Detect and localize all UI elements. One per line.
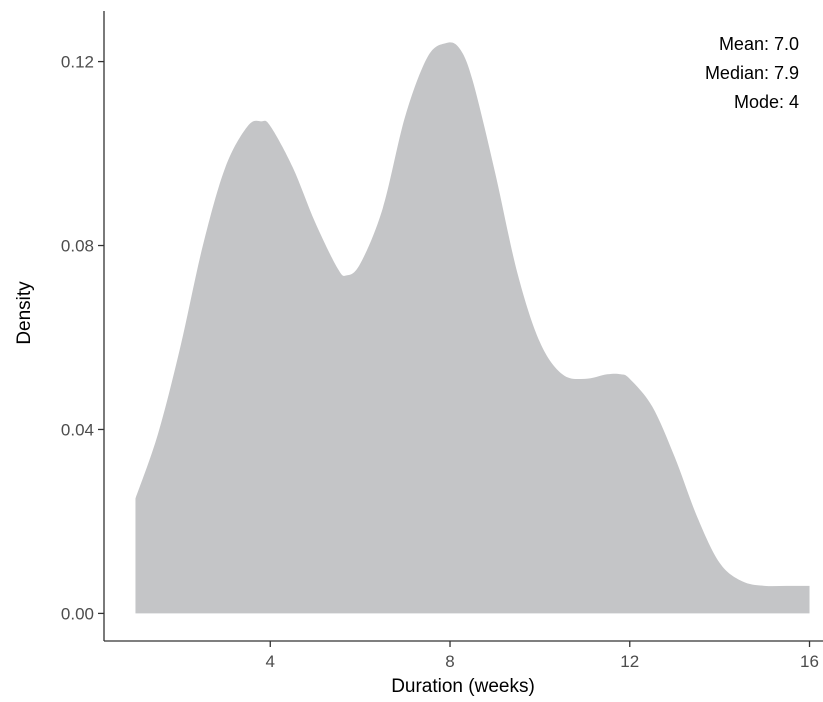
stats-annotations: Mean: 7.0 Median: 7.9 Mode: 4 — [705, 34, 799, 112]
density-area — [135, 42, 810, 614]
x-axis-title: Duration (weeks) — [391, 676, 535, 697]
mode-annotation: Mode: 4 — [734, 92, 799, 112]
y-axis-ticks: 0.00 0.04 0.08 0.12 — [61, 53, 104, 623]
mean-annotation: Mean: 7.0 — [719, 34, 799, 54]
x-tick-label: 8 — [445, 652, 454, 671]
x-tick-label: 16 — [800, 652, 819, 671]
y-tick-label: 0.08 — [61, 237, 94, 256]
x-tick-label: 12 — [620, 652, 639, 671]
y-tick-label: 0.04 — [61, 420, 94, 439]
x-tick-label: 4 — [266, 652, 275, 671]
y-tick-label: 0.00 — [61, 604, 94, 623]
x-axis-ticks: 4 8 12 16 — [266, 641, 819, 671]
y-axis-title: Density — [14, 281, 35, 345]
y-tick-label: 0.12 — [61, 53, 94, 72]
plot-area — [135, 42, 810, 614]
median-annotation: Median: 7.9 — [705, 63, 799, 83]
